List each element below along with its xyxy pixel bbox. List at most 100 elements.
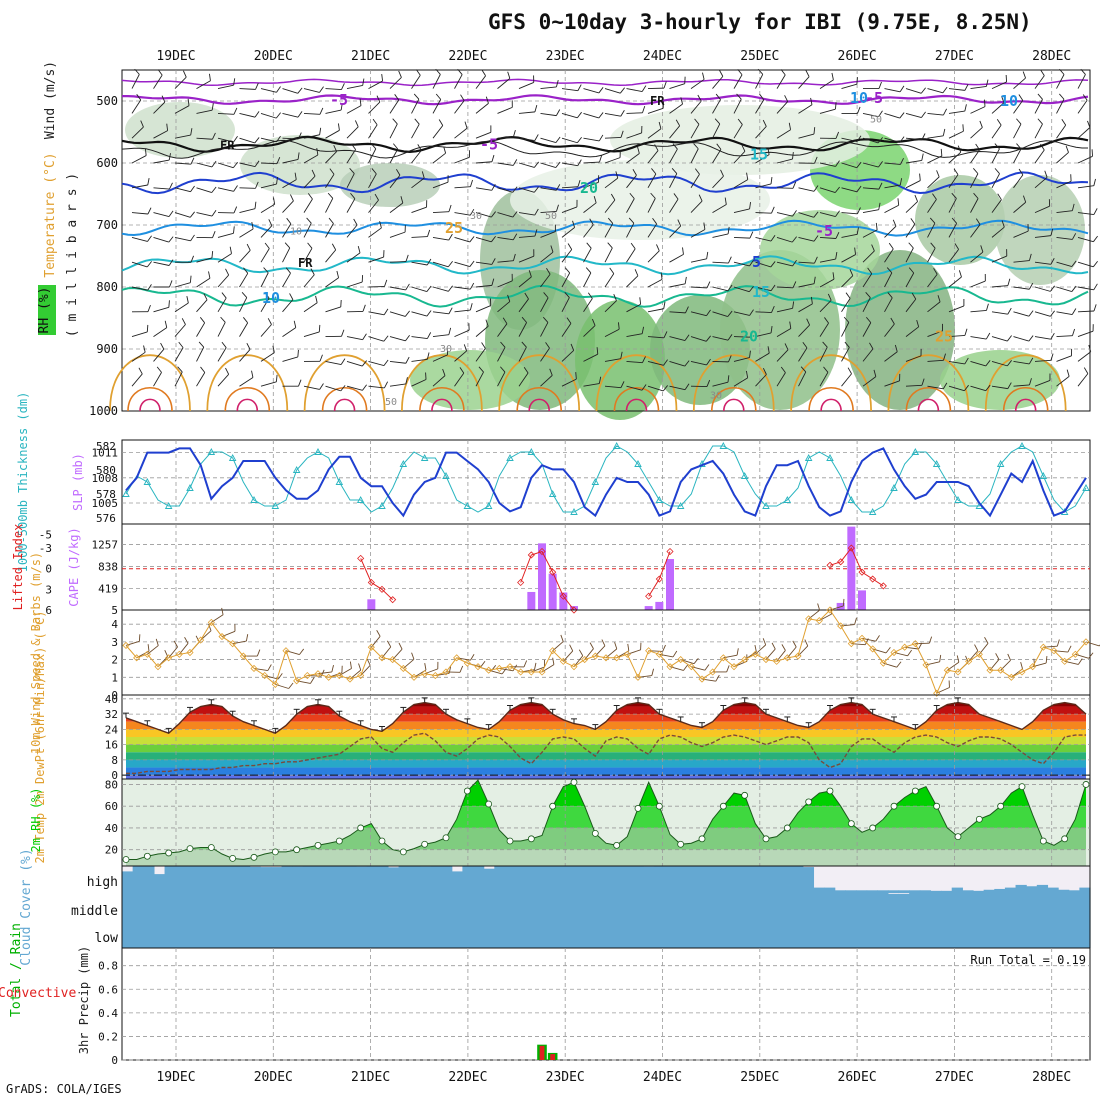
wind-barb [755, 154, 770, 164]
cloud-bar [834, 921, 846, 948]
wind-barb-feather [791, 236, 797, 243]
cape-ytick: 5 [111, 604, 118, 617]
wind-barb-feather [897, 198, 900, 206]
wind-barb [1034, 286, 1051, 292]
wind-barb-feather [869, 342, 874, 350]
surface-wind-barb-feather [288, 682, 294, 689]
wind-barb-feather [1071, 203, 1075, 211]
surface-wind-barb-feather [984, 637, 989, 644]
wind-barb [497, 106, 513, 114]
rh-shade [845, 250, 955, 410]
wind-barb-feather [673, 193, 679, 200]
wind-barb-feather [697, 94, 702, 102]
wind-barb-feather [979, 120, 983, 128]
wind-speed-marker [549, 647, 557, 655]
wind-barb [1056, 180, 1072, 189]
rh-marker [869, 824, 877, 832]
wind-barb-feather [680, 97, 683, 105]
wind-barb-feather [888, 242, 894, 250]
wind-barb [497, 301, 511, 313]
wind-barb-feather [384, 381, 389, 389]
cloud-bar [600, 893, 612, 921]
wind-speed-marker [1018, 668, 1026, 676]
wind-barb-feather [233, 78, 236, 86]
cloud-bar [260, 921, 272, 948]
bottom-day-label: 20DEC [254, 1070, 293, 1085]
wind-barb [282, 272, 291, 288]
wind-barb-feather [286, 217, 292, 225]
wind-barb [217, 274, 229, 288]
surface-wind-barb-feather [842, 598, 845, 606]
wind-barb [712, 336, 729, 341]
contour-label: 15 [750, 145, 768, 163]
wind-speed-marker [677, 656, 685, 664]
surface-wind-barb-feather [277, 673, 283, 680]
wind-speed-marker [943, 666, 951, 674]
wind-barb [260, 137, 277, 143]
wind-barb-feather [660, 272, 663, 280]
wind-barb [454, 329, 470, 338]
cloud-bar [1079, 921, 1091, 948]
cloud-bar [887, 893, 900, 921]
wind-barb [604, 300, 617, 313]
temp-ytick: 24 [105, 723, 119, 736]
wind-barb [239, 322, 249, 337]
precip-frame [121, 947, 1091, 1061]
wind-barb-feather [629, 192, 635, 199]
cloud-bar [611, 866, 623, 893]
wind-barb-feather [832, 272, 835, 280]
wind-barb [755, 99, 765, 114]
wind-barb [153, 212, 170, 218]
wind-barb-feather [737, 118, 743, 125]
wind-barb [432, 334, 449, 338]
wind-barb [755, 374, 767, 387]
cloud-bar [515, 893, 527, 921]
wind-barb [776, 349, 789, 362]
contour-label: FR [220, 138, 235, 152]
wind-barb [561, 112, 578, 119]
wind-barb-feather [823, 366, 829, 373]
wind-barb [131, 74, 140, 89]
cloud-bar [1047, 921, 1059, 948]
thickness-marker [762, 502, 770, 509]
wind-barb-feather [290, 194, 294, 202]
wind-barb [411, 379, 427, 387]
wind-barb-feather [910, 218, 916, 225]
surface-wind-barb-feather [470, 654, 475, 661]
wind-barb-feather [512, 186, 518, 193]
cloud-bar [143, 921, 155, 948]
wind-barb [733, 236, 751, 239]
wind-barb [948, 110, 965, 114]
temp-color-band [126, 775, 1086, 779]
temperature-contour-30 [808, 387, 854, 412]
wind-barb-feather [589, 218, 594, 225]
wind-barb [325, 88, 342, 91]
wind-barb-feather [491, 154, 495, 162]
cloud-bar [451, 893, 463, 921]
wind-barb [1013, 148, 1022, 164]
wind-barb-feather [933, 268, 938, 275]
wind-barb [733, 357, 750, 362]
wind-barb-feather [813, 185, 819, 192]
wind-barb-feather [615, 171, 619, 179]
contour-label: 10 [850, 89, 868, 107]
precip-ytick: 0.2 [98, 1030, 118, 1043]
wind-barb [776, 158, 793, 164]
cloud-bar [1015, 884, 1027, 893]
cloud-ylabel: Cloud Cover (%) [19, 848, 34, 965]
wind-barb-feather [1071, 260, 1077, 267]
cloud-bar [717, 893, 729, 921]
wind-barb-feather [372, 118, 378, 126]
temperature-contour [121, 171, 1089, 195]
dewpoint-line [126, 732, 1086, 774]
cloud-bar [983, 889, 995, 893]
wind-barb-feather [187, 98, 190, 106]
wind-barb [497, 187, 513, 193]
wind-barb [217, 84, 234, 90]
cape-ytick: 838 [98, 560, 118, 573]
cloud-bar [132, 893, 144, 921]
wind-barb [475, 348, 486, 362]
wind-barb [239, 88, 256, 90]
cape-bar [644, 606, 653, 610]
wind-barb [282, 356, 298, 362]
